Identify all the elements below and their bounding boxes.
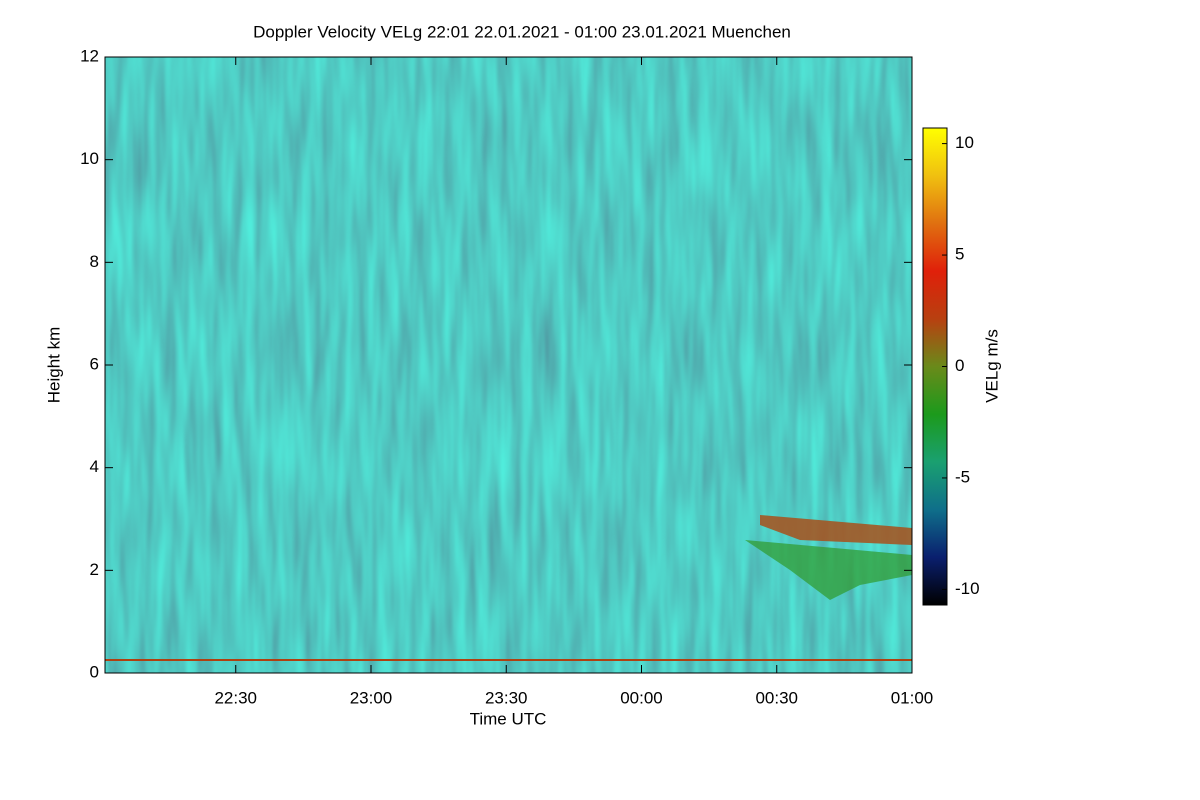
y-tick-label: 6 [90,354,99,373]
y-tick-label: 12 [80,46,99,65]
y-tick-label: 10 [80,149,99,168]
x-tick-label: 01:00 [891,688,934,707]
x-tick-label: 23:00 [350,688,393,707]
precip-echo [420,624,785,672]
x-axis-label: Time UTC [470,709,547,728]
cloud-layer [760,515,912,545]
y-tick-label: 4 [90,457,99,476]
x-tick-label: 00:00 [620,688,663,707]
x-tick-label: 22:30 [214,688,257,707]
colorbar-tick-label: -10 [955,579,980,598]
colorbar-tick-label: 10 [955,133,974,152]
colorbar-tick-label: 0 [955,356,964,375]
y-axis-label: Height km [44,327,63,404]
colorbar-label: VELg m/s [982,329,1001,403]
colorbar-tick-label: 5 [955,245,964,264]
y-tick-label: 0 [90,662,99,681]
heatmap-field [105,57,912,673]
y-tick-label: 2 [90,560,99,579]
colorbar-tick-label: -5 [955,467,970,486]
y-tick-label: 8 [90,252,99,271]
chart-title: Doppler Velocity VELg 22:01 22.01.2021 -… [253,22,791,41]
cloud-layer [745,540,912,600]
x-tick-label: 23:30 [485,688,528,707]
x-tick-label: 00:30 [755,688,798,707]
